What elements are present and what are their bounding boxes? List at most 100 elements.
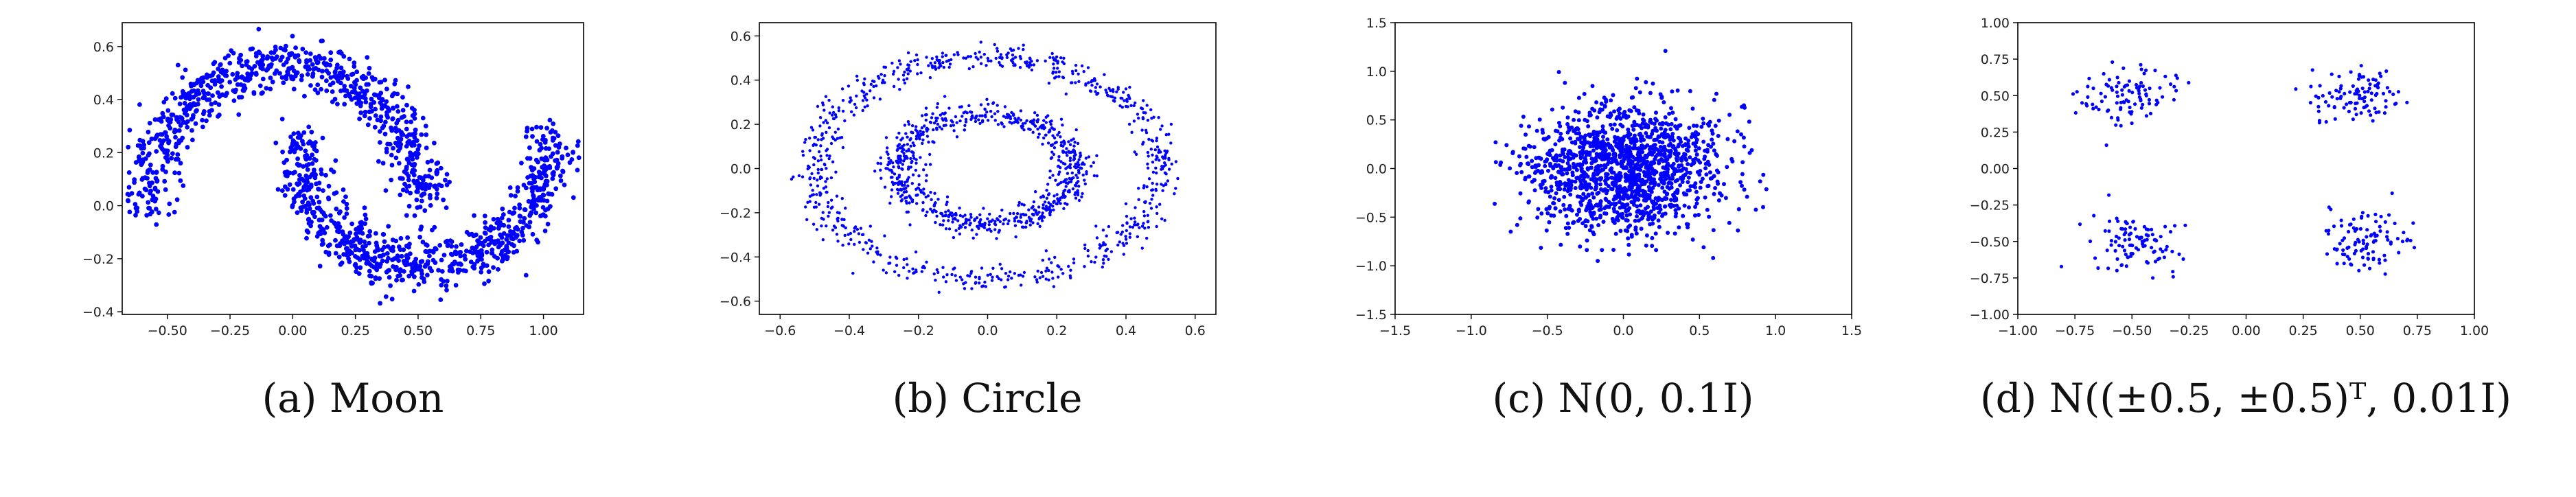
scatter-point — [967, 104, 971, 108]
scatter-point — [831, 117, 836, 120]
scatter-point — [910, 161, 913, 165]
scatter-point — [1682, 192, 1687, 197]
scatter-point — [470, 264, 476, 270]
scatter-point — [1136, 235, 1140, 238]
scatter-point — [1015, 211, 1020, 216]
scatter-point — [941, 117, 944, 120]
scatter-point — [1565, 154, 1570, 159]
scatter-point — [1527, 124, 1531, 129]
scatter-point — [1611, 159, 1616, 163]
scatter-point — [1609, 98, 1613, 103]
scatter-point — [308, 182, 314, 187]
scatter-point — [1578, 135, 1583, 139]
scatter-point — [2369, 91, 2373, 95]
scatter-point — [840, 87, 844, 91]
scatter-point — [1694, 152, 1699, 157]
scatter-point — [950, 58, 953, 62]
scatter-point — [1083, 246, 1087, 251]
scatter-point — [1163, 154, 1167, 158]
scatter-point — [1703, 148, 1707, 153]
scatter-point — [1747, 150, 1752, 155]
scatter-point — [282, 193, 288, 198]
scatter-point — [476, 249, 481, 255]
scatter-point — [860, 89, 864, 93]
scatter-point — [1705, 184, 1710, 189]
scatter-point — [906, 120, 910, 124]
scatter-point — [542, 182, 548, 187]
scatter-point — [1605, 137, 1610, 142]
scatter-point — [1521, 115, 1526, 119]
scatter-point — [919, 133, 923, 137]
scatter-point — [923, 124, 926, 128]
scatter-point — [958, 275, 963, 279]
scatter-point — [1022, 225, 1025, 229]
scatter-point — [270, 79, 275, 84]
scatter-point — [391, 146, 395, 151]
scatter-point — [993, 220, 997, 223]
scatter-point — [2379, 74, 2383, 78]
scatter-point — [1632, 143, 1637, 148]
scatter-point — [1077, 185, 1081, 188]
scatter-point — [1651, 199, 1656, 204]
scatter-point — [312, 157, 317, 162]
scatter-point — [1109, 89, 1112, 93]
scatter-point — [1034, 209, 1038, 213]
scatter-point — [1650, 235, 1655, 240]
scatter-point — [1640, 143, 1644, 148]
scatter-point — [840, 196, 844, 200]
scatter-point — [416, 282, 422, 287]
scatter-point — [1154, 158, 1158, 161]
scatter-point — [2097, 107, 2101, 112]
scatter-point — [313, 66, 319, 71]
scatter-point — [307, 202, 312, 207]
scatter-point — [1670, 89, 1675, 94]
scatter-point — [1127, 95, 1131, 99]
scatter-point — [543, 146, 549, 151]
scatter-point — [1150, 188, 1153, 192]
scatter-point — [1589, 224, 1594, 229]
scatter-point — [1524, 154, 1529, 159]
scatter-point — [404, 143, 409, 149]
scatter-point — [506, 224, 511, 229]
scatter-point — [1587, 207, 1592, 211]
scatter-point — [317, 205, 321, 211]
scatter-point — [424, 183, 429, 188]
scatter-point — [210, 72, 215, 78]
scatter-point — [998, 63, 1002, 67]
scatter-point — [1022, 270, 1026, 275]
scatter-point — [400, 187, 406, 193]
scatter-point — [1692, 124, 1696, 128]
scatter-point — [1052, 62, 1055, 66]
scatter-point — [1683, 136, 1688, 141]
scatter-point — [1056, 60, 1060, 63]
scatter-point — [1132, 119, 1136, 123]
scatter-point — [997, 277, 1000, 281]
scatter-point — [1562, 187, 1567, 192]
scatter-point — [1019, 216, 1022, 219]
scatter-point — [1165, 149, 1169, 153]
scatter-point — [2358, 227, 2362, 231]
scatter-point — [331, 170, 336, 174]
scatter-point — [2073, 111, 2078, 115]
scatter-point — [222, 56, 228, 60]
scatter-point — [349, 97, 354, 102]
scatter-point — [1573, 141, 1578, 146]
scatter-point — [1637, 186, 1642, 191]
scatter-point — [444, 238, 450, 244]
scatter-point — [2175, 76, 2179, 80]
scatter-point — [841, 99, 845, 102]
scatter-point — [496, 244, 501, 250]
scatter-point — [231, 51, 236, 56]
scatter-point — [886, 146, 889, 150]
scatter-point — [1608, 167, 1613, 172]
scatter-point — [847, 242, 851, 246]
scatter-point — [1066, 172, 1070, 175]
scatter-point — [1558, 153, 1563, 158]
scatter-point — [1552, 196, 1557, 200]
scatter-point — [1740, 172, 1745, 176]
scatter-point — [337, 243, 342, 248]
scatter-point — [1101, 265, 1105, 269]
scatter-point — [517, 205, 522, 211]
scatter-point — [1666, 181, 1671, 185]
scatter-point — [406, 183, 412, 189]
